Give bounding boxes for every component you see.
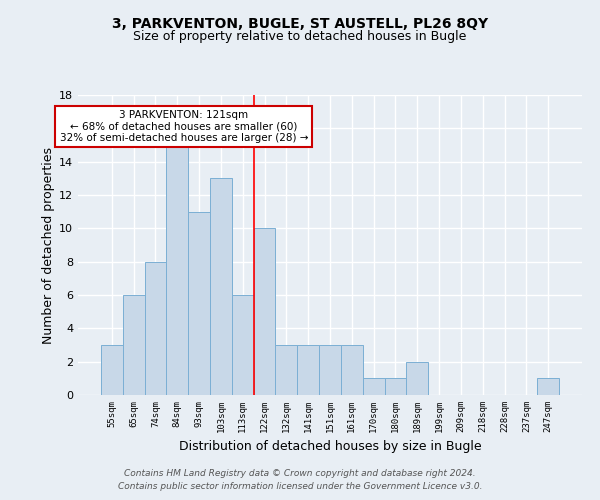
Bar <box>363 378 385 395</box>
Bar <box>341 345 363 395</box>
Bar <box>385 378 406 395</box>
Bar <box>254 228 275 395</box>
Text: Contains public sector information licensed under the Government Licence v3.0.: Contains public sector information licen… <box>118 482 482 491</box>
Bar <box>210 178 232 395</box>
Text: 3, PARKVENTON, BUGLE, ST AUSTELL, PL26 8QY: 3, PARKVENTON, BUGLE, ST AUSTELL, PL26 8… <box>112 18 488 32</box>
Bar <box>166 145 188 395</box>
Bar <box>275 345 297 395</box>
Bar <box>145 262 166 395</box>
Bar <box>406 362 428 395</box>
Bar <box>101 345 123 395</box>
Y-axis label: Number of detached properties: Number of detached properties <box>42 146 55 344</box>
Bar <box>188 212 210 395</box>
X-axis label: Distribution of detached houses by size in Bugle: Distribution of detached houses by size … <box>179 440 481 454</box>
Text: Size of property relative to detached houses in Bugle: Size of property relative to detached ho… <box>133 30 467 43</box>
Bar <box>232 295 254 395</box>
Bar <box>123 295 145 395</box>
Bar <box>297 345 319 395</box>
Text: 3 PARKVENTON: 121sqm
← 68% of detached houses are smaller (60)
32% of semi-detac: 3 PARKVENTON: 121sqm ← 68% of detached h… <box>59 110 308 143</box>
Text: Contains HM Land Registry data © Crown copyright and database right 2024.: Contains HM Land Registry data © Crown c… <box>124 468 476 477</box>
Bar <box>537 378 559 395</box>
Bar <box>319 345 341 395</box>
